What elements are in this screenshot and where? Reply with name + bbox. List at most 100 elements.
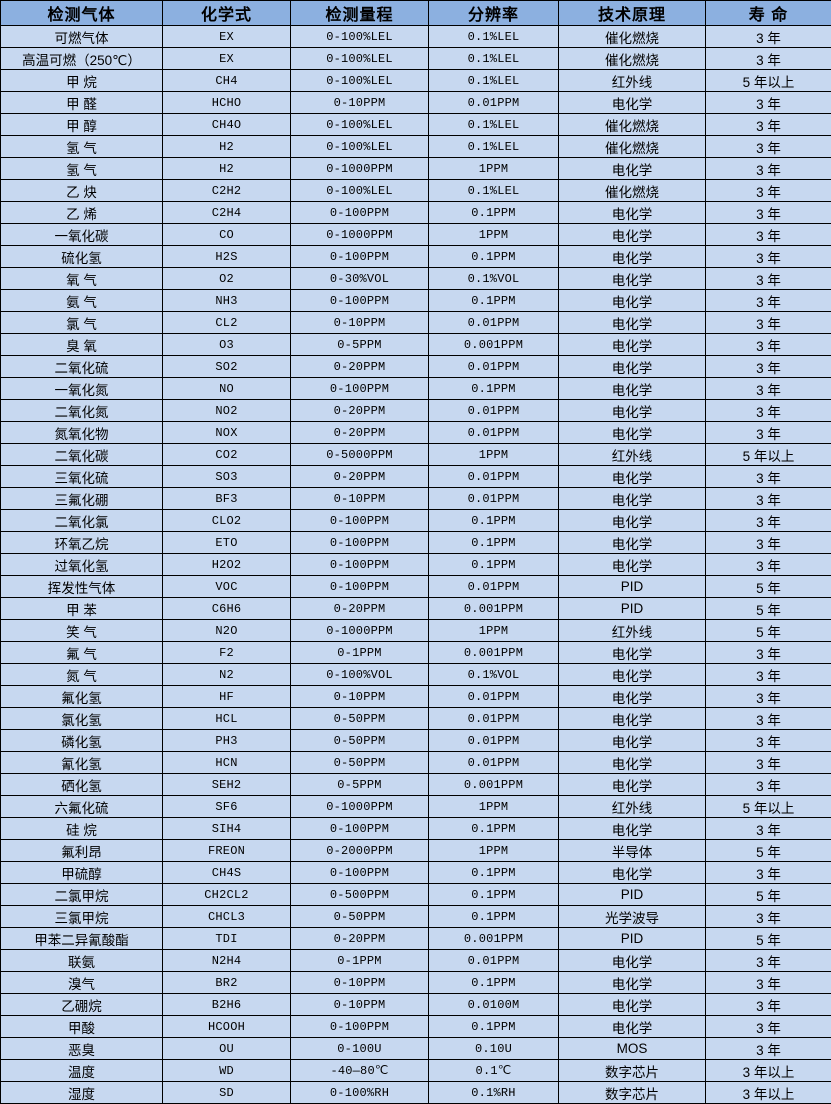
cell-formula: CO (163, 224, 291, 246)
cell-principle: 电化学 (559, 818, 706, 840)
cell-name: 臭 氧 (1, 334, 163, 356)
cell-resolution: 0.01PPM (429, 422, 559, 444)
cell-life: 5 年以上 (706, 796, 831, 818)
cell-resolution: 0.1℃ (429, 1060, 559, 1082)
cell-principle: 电化学 (559, 532, 706, 554)
cell-resolution: 1PPM (429, 158, 559, 180)
cell-principle: PID (559, 884, 706, 906)
cell-range: 0-10PPM (291, 92, 429, 114)
cell-principle: 电化学 (559, 774, 706, 796)
cell-principle: 红外线 (559, 620, 706, 642)
cell-resolution: 0.01PPM (429, 686, 559, 708)
cell-range: 0-100%LEL (291, 48, 429, 70)
cell-formula: C2H4 (163, 202, 291, 224)
cell-resolution: 1PPM (429, 796, 559, 818)
cell-principle: 电化学 (559, 312, 706, 334)
cell-formula: FREON (163, 840, 291, 862)
cell-resolution: 0.1%LEL (429, 70, 559, 92)
cell-resolution: 0.0100M (429, 994, 559, 1016)
cell-life: 3 年 (706, 246, 831, 268)
cell-life: 3 年 (706, 818, 831, 840)
cell-resolution: 0.1PPM (429, 532, 559, 554)
cell-principle: 红外线 (559, 444, 706, 466)
cell-life: 3 年 (706, 136, 831, 158)
cell-resolution: 0.1PPM (429, 1016, 559, 1038)
cell-principle: 电化学 (559, 378, 706, 400)
cell-range: 0-100PPM (291, 202, 429, 224)
cell-name: 乙 烯 (1, 202, 163, 224)
cell-range: 0-30%VOL (291, 268, 429, 290)
cell-life: 3 年 (706, 708, 831, 730)
cell-name: 乙 炔 (1, 180, 163, 202)
cell-life: 3 年 (706, 400, 831, 422)
cell-life: 3 年 (706, 642, 831, 664)
cell-range: 0-100PPM (291, 290, 429, 312)
cell-formula: H2S (163, 246, 291, 268)
cell-formula: HCN (163, 752, 291, 774)
cell-range: 0-100PPM (291, 1016, 429, 1038)
cell-range: 0-100U (291, 1038, 429, 1060)
cell-name: 甲酸 (1, 1016, 163, 1038)
cell-range: 0-50PPM (291, 730, 429, 752)
column-header-principle: 技术原理 (559, 1, 706, 26)
cell-resolution: 0.1PPM (429, 290, 559, 312)
cell-life: 5 年 (706, 840, 831, 862)
cell-formula: H2 (163, 136, 291, 158)
cell-formula: EX (163, 26, 291, 48)
cell-resolution: 0.1PPM (429, 510, 559, 532)
cell-name: 三氟化硼 (1, 488, 163, 510)
cell-range: 0-10PPM (291, 686, 429, 708)
cell-range: 0-20PPM (291, 400, 429, 422)
cell-principle: 电化学 (559, 972, 706, 994)
cell-name: 过氧化氢 (1, 554, 163, 576)
cell-formula: HCL (163, 708, 291, 730)
cell-formula: NO (163, 378, 291, 400)
cell-principle: 催化燃烧 (559, 26, 706, 48)
cell-principle: 电化学 (559, 708, 706, 730)
cell-life: 3 年 (706, 686, 831, 708)
cell-name: 联氨 (1, 950, 163, 972)
cell-formula: HF (163, 686, 291, 708)
column-header-life: 寿 命 (706, 1, 831, 26)
cell-principle: 光学波导 (559, 906, 706, 928)
cell-name: 三氧化硫 (1, 466, 163, 488)
column-header-formula: 化学式 (163, 1, 291, 26)
cell-range: 0-100%LEL (291, 114, 429, 136)
cell-range: 0-100%LEL (291, 180, 429, 202)
cell-life: 3 年 (706, 378, 831, 400)
cell-formula: C6H6 (163, 598, 291, 620)
cell-name: 甲 醛 (1, 92, 163, 114)
cell-range: 0-5PPM (291, 774, 429, 796)
cell-resolution: 0.1PPM (429, 884, 559, 906)
cell-principle: 催化燃烧 (559, 180, 706, 202)
cell-life: 3 年以上 (706, 1060, 831, 1082)
cell-life: 3 年 (706, 554, 831, 576)
cell-principle: 电化学 (559, 862, 706, 884)
cell-resolution: 0.1%LEL (429, 26, 559, 48)
cell-range: 0-100%LEL (291, 26, 429, 48)
cell-life: 3 年 (706, 730, 831, 752)
cell-principle: 数字芯片 (559, 1082, 706, 1104)
cell-life: 3 年 (706, 422, 831, 444)
cell-formula: N2H4 (163, 950, 291, 972)
cell-resolution: 0.01PPM (429, 488, 559, 510)
cell-principle: 电化学 (559, 642, 706, 664)
cell-resolution: 0.10U (429, 1038, 559, 1060)
cell-resolution: 0.1%LEL (429, 136, 559, 158)
